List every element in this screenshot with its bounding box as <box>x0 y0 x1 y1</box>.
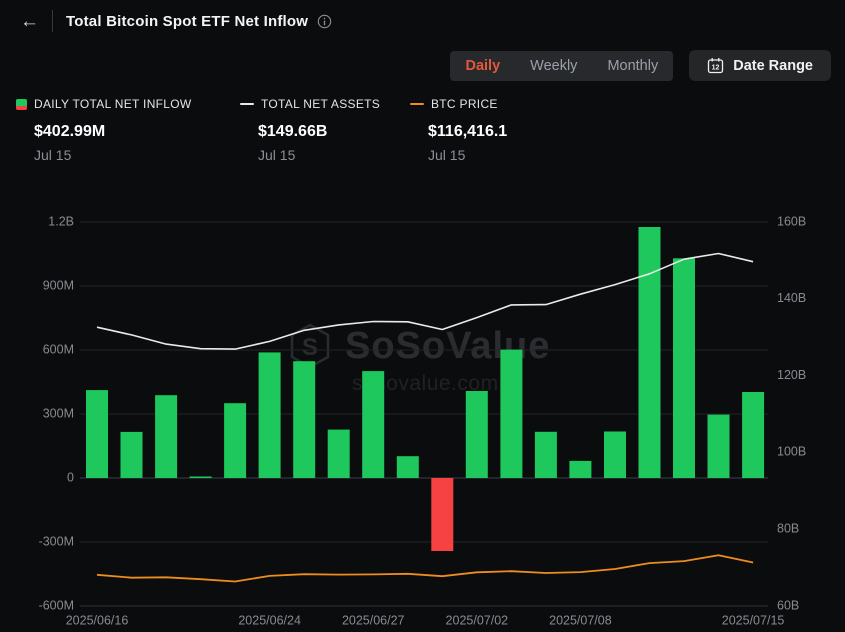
svg-text:2025/07/08: 2025/07/08 <box>549 613 612 627</box>
legend-item-btc-price[interactable]: BTC PRICE $116,416.1 Jul 15 <box>410 97 845 163</box>
svg-text:60B: 60B <box>777 598 799 612</box>
inflow-bar <box>189 476 212 478</box>
svg-text:80B: 80B <box>777 521 799 535</box>
inflow-bar <box>258 352 281 478</box>
inflow-bar <box>293 361 316 478</box>
svg-text:160B: 160B <box>777 214 806 228</box>
chart-svg: 1.2B900M600M300M0-300M-600M160B140B120B1… <box>39 214 807 627</box>
svg-text:2025/06/27: 2025/06/27 <box>342 613 405 627</box>
grid-lines <box>80 221 768 607</box>
date-range-button[interactable]: 12 Date Range <box>689 50 831 81</box>
svg-text:2025/07/02: 2025/07/02 <box>446 613 509 627</box>
svg-text:2025/07/15: 2025/07/15 <box>722 613 785 627</box>
net-inflow-date: Jul 15 <box>34 147 72 163</box>
legend-item-net-inflow[interactable]: DAILY TOTAL NET INFLOW $402.99M Jul 15 <box>16 97 240 163</box>
inflow-bar <box>86 390 108 478</box>
svg-text:S: S <box>302 334 318 361</box>
svg-text:2025/06/16: 2025/06/16 <box>66 613 129 627</box>
left-axis-labels: 1.2B 900M 600M 300M 0 -300M -600M <box>39 214 74 612</box>
net-assets-date: Jul 15 <box>258 147 296 163</box>
btc-price-value: $116,416.1 <box>428 123 508 140</box>
inflow-bar <box>673 258 695 478</box>
inflow-bar <box>534 431 557 478</box>
inflow-bar <box>742 392 765 478</box>
svg-text:0: 0 <box>67 470 74 484</box>
net-inflow-swatch-icon <box>16 98 27 110</box>
period-tabs: Daily Weekly Monthly <box>450 50 674 81</box>
back-button[interactable]: ← <box>20 10 39 32</box>
svg-text:12: 12 <box>712 65 720 72</box>
inflow-bars <box>86 227 765 551</box>
total-net-assets-line <box>96 252 754 350</box>
net-assets-value: $149.66B <box>258 123 328 140</box>
svg-text:140B: 140B <box>777 291 806 305</box>
calendar-icon: 12 <box>708 58 724 74</box>
net-assets-swatch-icon <box>240 102 254 106</box>
tab-monthly[interactable]: Monthly <box>592 51 673 81</box>
btc-price-line <box>96 554 754 583</box>
svg-text:-600M: -600M <box>39 598 74 612</box>
chart-area: S SoSoValue sosovalue.com 1.2B 900M 600M 30… <box>0 200 845 632</box>
inflow-bar <box>431 478 454 551</box>
svg-text:-300M: -300M <box>39 534 74 548</box>
header: ← Total Bitcoin Spot ETF Net Inflow <box>0 0 845 38</box>
inflow-bar <box>362 371 385 478</box>
inflow-bar <box>327 429 350 478</box>
inflow-bar <box>396 456 419 478</box>
inflow-bar <box>155 395 178 478</box>
tab-daily[interactable]: Daily <box>450 51 515 81</box>
right-axis-labels: 160B 140B 120B 100B 80B 60B <box>777 214 806 612</box>
svg-text:120B: 120B <box>777 368 806 382</box>
svg-text:2025/06/24: 2025/06/24 <box>238 613 301 627</box>
inflow-bar <box>465 391 488 478</box>
inflow-bar <box>120 431 143 478</box>
svg-text:300M: 300M <box>43 406 74 420</box>
chart-controls: Daily Weekly Monthly 12 Date Range <box>0 38 845 81</box>
legend-label: DAILY TOTAL NET INFLOW <box>34 97 192 111</box>
inflow-bar <box>604 431 626 478</box>
x-axis-labels: 2025/06/16 2025/06/24 2025/06/27 2025/07/02… <box>66 613 785 627</box>
legend-label: BTC PRICE <box>431 97 498 111</box>
legend-label: TOTAL NET ASSETS <box>261 97 381 111</box>
svg-text:600M: 600M <box>43 342 74 356</box>
inflow-bar <box>224 403 247 478</box>
btc-price-date: Jul 15 <box>428 147 466 163</box>
page-title: Total Bitcoin Spot ETF Net Inflow <box>66 12 309 30</box>
inflow-bar <box>569 460 592 478</box>
svg-text:900M: 900M <box>43 278 74 292</box>
date-range-label: Date Range <box>733 57 813 74</box>
header-divider <box>52 10 53 32</box>
watermark-domain: sosovalue.com <box>352 372 499 395</box>
btc-price-swatch-icon <box>410 102 424 106</box>
legend: DAILY TOTAL NET INFLOW $402.99M Jul 15 T… <box>0 81 845 163</box>
svg-text:1.2B: 1.2B <box>48 214 74 228</box>
net-inflow-value: $402.99M <box>34 123 106 140</box>
tab-weekly[interactable]: Weekly <box>515 51 592 81</box>
inflow-bar <box>500 349 523 478</box>
svg-text:100B: 100B <box>777 445 806 459</box>
legend-item-net-assets[interactable]: TOTAL NET ASSETS $149.66B Jul 15 <box>240 97 410 163</box>
inflow-bar <box>638 227 661 478</box>
inflow-bar <box>707 414 730 478</box>
info-icon[interactable] <box>317 14 332 29</box>
